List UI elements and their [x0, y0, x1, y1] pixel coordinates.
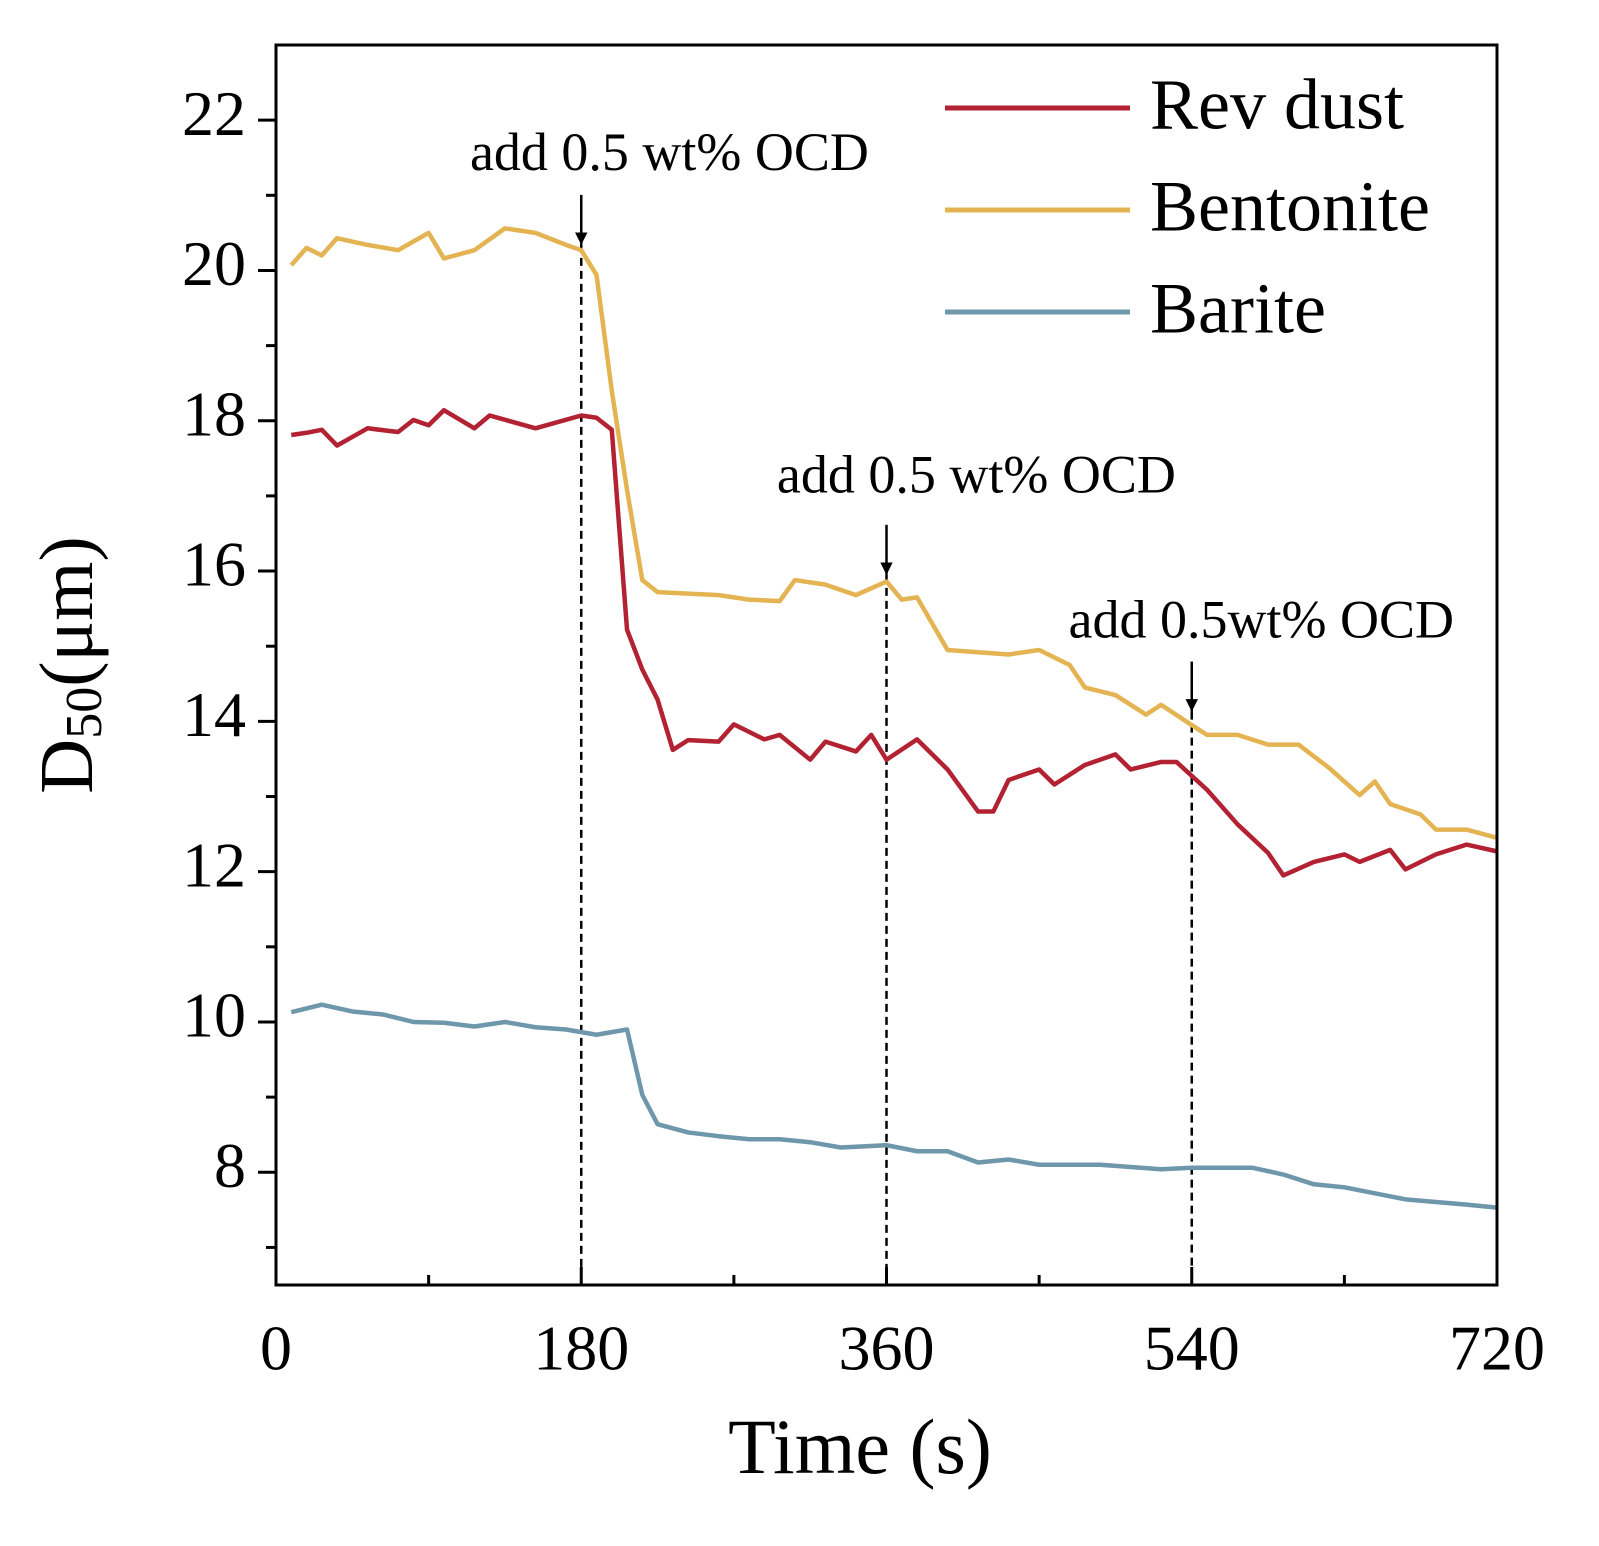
y-tick-label: 22 — [182, 78, 246, 149]
annotation-text: add 0.5wt% OCD — [1069, 590, 1454, 650]
data-line — [290, 1002, 1498, 1210]
y-tick-label: 10 — [182, 980, 246, 1051]
annotation-text: add 0.5 wt% OCD — [470, 122, 869, 182]
annotation-text: add 0.5 wt% OCD — [777, 445, 1176, 505]
y-tick-label: 18 — [182, 378, 246, 449]
y-label-sub: 50 — [56, 687, 113, 739]
x-axis-label: Time (s) — [728, 1403, 992, 1490]
x-tick-label: 720 — [1449, 1313, 1545, 1384]
legend-label: Rev dust — [1150, 65, 1404, 145]
y-label-main: D — [25, 739, 109, 794]
legend-label: Bentonite — [1150, 167, 1430, 247]
data-line — [290, 407, 1498, 878]
y-tick-label: 14 — [182, 679, 246, 750]
legend-label: Barite — [1150, 269, 1326, 349]
y-axis-label: D50(μm) — [25, 536, 113, 793]
y-tick-label: 12 — [182, 829, 246, 900]
x-tick-label: 0 — [260, 1313, 292, 1384]
y-tick-label: 8 — [214, 1130, 246, 1201]
y-tick-label: 16 — [182, 529, 246, 600]
y-label-unit: (μm) — [25, 536, 109, 686]
y-tick-label: 20 — [182, 228, 246, 299]
plot-frame — [274, 43, 1499, 1287]
data-line — [289, 226, 1498, 841]
x-tick-label: 360 — [839, 1313, 935, 1384]
x-tick-label: 540 — [1144, 1313, 1240, 1384]
x-tick-label: 180 — [533, 1313, 629, 1384]
